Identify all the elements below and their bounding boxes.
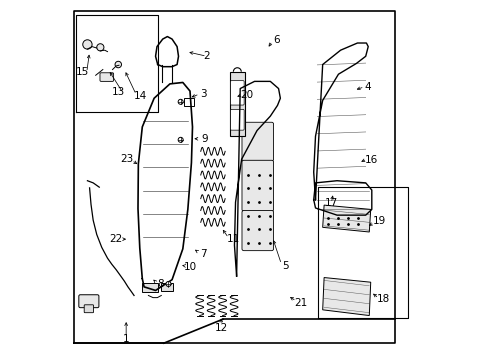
Text: 4: 4: [364, 82, 371, 92]
FancyBboxPatch shape: [242, 211, 273, 251]
Text: 21: 21: [294, 298, 307, 308]
Bar: [230, 72, 244, 136]
Text: 8: 8: [157, 279, 163, 289]
Polygon shape: [322, 205, 370, 232]
Text: 2: 2: [203, 51, 210, 61]
Text: 16: 16: [365, 155, 378, 165]
Text: 3: 3: [200, 89, 206, 99]
Text: 6: 6: [273, 35, 280, 45]
Text: 14: 14: [134, 91, 147, 101]
Circle shape: [82, 40, 92, 49]
FancyBboxPatch shape: [230, 81, 244, 105]
Text: 17: 17: [324, 198, 337, 208]
FancyBboxPatch shape: [242, 160, 273, 211]
Text: 12: 12: [214, 323, 227, 333]
Text: 23: 23: [120, 154, 133, 164]
Circle shape: [178, 99, 183, 104]
Text: 5: 5: [282, 261, 288, 271]
Text: 13: 13: [111, 87, 124, 97]
Bar: [161, 283, 172, 291]
Circle shape: [165, 282, 171, 287]
Polygon shape: [322, 278, 370, 316]
Text: 1: 1: [122, 333, 129, 343]
FancyBboxPatch shape: [84, 305, 93, 313]
Text: 11: 11: [226, 234, 239, 244]
Text: 20: 20: [240, 90, 253, 100]
Text: 22: 22: [109, 234, 122, 244]
Text: 19: 19: [371, 216, 385, 226]
FancyBboxPatch shape: [230, 109, 244, 130]
FancyBboxPatch shape: [79, 295, 99, 308]
Text: 10: 10: [184, 262, 197, 272]
Circle shape: [178, 137, 183, 142]
FancyBboxPatch shape: [100, 73, 113, 81]
FancyBboxPatch shape: [183, 98, 194, 106]
Bar: [142, 283, 158, 292]
Circle shape: [97, 44, 104, 51]
Text: 15: 15: [76, 67, 89, 77]
Text: 18: 18: [376, 294, 389, 304]
Circle shape: [115, 61, 121, 68]
Text: 9: 9: [201, 134, 207, 144]
FancyBboxPatch shape: [242, 122, 273, 161]
Text: 7: 7: [200, 248, 206, 258]
